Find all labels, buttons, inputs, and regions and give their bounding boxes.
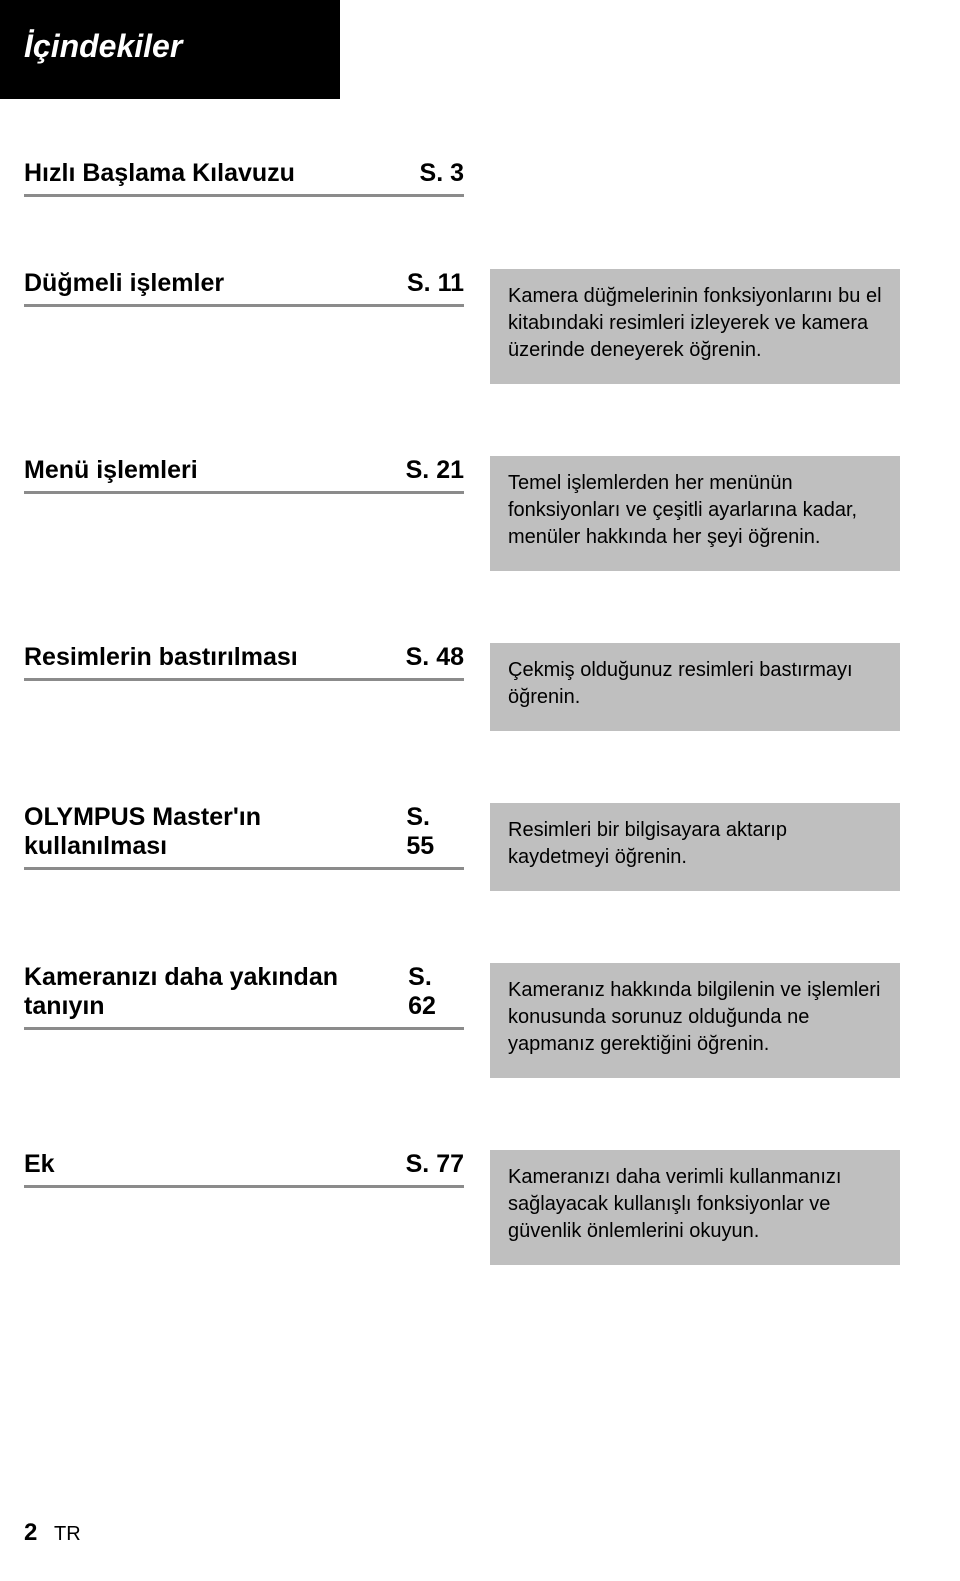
toc-rule bbox=[24, 304, 464, 307]
toc-title: Kameranızı daha yakından tanıyın bbox=[24, 963, 408, 1021]
toc-rule bbox=[24, 491, 464, 494]
toc-row: Menü işlemleri S. 21 Temel işlemlerden h… bbox=[24, 456, 900, 571]
page-number: 2 bbox=[24, 1519, 37, 1546]
page-lang: TR bbox=[54, 1523, 81, 1545]
footer: 2 TR bbox=[24, 1519, 81, 1547]
toc-page: S. 62 bbox=[408, 963, 464, 1021]
toc-left: Kameranızı daha yakından tanıyın S. 62 bbox=[24, 963, 464, 1030]
toc-entry: Düğmeli işlemler S. 11 bbox=[24, 269, 464, 304]
toc-desc: Çekmiş olduğunuz resimleri bastırmayı öğ… bbox=[490, 643, 900, 731]
toc-right: Çekmiş olduğunuz resimleri bastırmayı öğ… bbox=[490, 643, 900, 731]
toc-rule bbox=[24, 194, 464, 197]
toc-left: Ek S. 77 bbox=[24, 1150, 464, 1188]
toc-desc: Temel işlemlerden her menünün fonksiyonl… bbox=[490, 456, 900, 571]
toc-content: Hızlı Başlama Kılavuzu S. 3 Düğmeli işle… bbox=[0, 159, 960, 1265]
toc-row: Hızlı Başlama Kılavuzu S. 3 bbox=[24, 159, 900, 197]
toc-page: S. 55 bbox=[406, 803, 464, 861]
toc-title: Düğmeli işlemler bbox=[24, 269, 224, 298]
toc-entry: Kameranızı daha yakından tanıyın S. 62 bbox=[24, 963, 464, 1027]
toc-page: S. 3 bbox=[420, 159, 464, 188]
toc-entry: OLYMPUS Master'ın kullanılması S. 55 bbox=[24, 803, 464, 867]
toc-right: Resimleri bir bilgisayara aktarıp kaydet… bbox=[490, 803, 900, 891]
header-block: İçindekiler bbox=[0, 0, 340, 99]
toc-desc: Kameranız hakkında bilgilenin ve işlemle… bbox=[490, 963, 900, 1078]
toc-title: Ek bbox=[24, 1150, 55, 1179]
toc-rule bbox=[24, 1027, 464, 1030]
toc-left: Menü işlemleri S. 21 bbox=[24, 456, 464, 494]
toc-right: Kameranız hakkında bilgilenin ve işlemle… bbox=[490, 963, 900, 1078]
toc-right: Temel işlemlerden her menünün fonksiyonl… bbox=[490, 456, 900, 571]
toc-entry: Hızlı Başlama Kılavuzu S. 3 bbox=[24, 159, 464, 194]
toc-rule bbox=[24, 1185, 464, 1188]
toc-right: Kamera düğmelerinin fonksiyonlarını bu e… bbox=[490, 269, 900, 384]
toc-row: Düğmeli işlemler S. 11 Kamera düğmelerin… bbox=[24, 269, 900, 384]
toc-entry: Menü işlemleri S. 21 bbox=[24, 456, 464, 491]
toc-page: S. 11 bbox=[407, 269, 464, 298]
toc-row: Resimlerin bastırılması S. 48 Çekmiş old… bbox=[24, 643, 900, 731]
toc-row: Ek S. 77 Kameranızı daha verimli kullanm… bbox=[24, 1150, 900, 1265]
toc-left: Hızlı Başlama Kılavuzu S. 3 bbox=[24, 159, 464, 197]
toc-page: S. 48 bbox=[406, 643, 464, 672]
toc-title: OLYMPUS Master'ın kullanılması bbox=[24, 803, 406, 861]
toc-title: Hızlı Başlama Kılavuzu bbox=[24, 159, 295, 188]
page: İçindekiler Hızlı Başlama Kılavuzu S. 3 … bbox=[0, 0, 960, 1581]
toc-left: Düğmeli işlemler S. 11 bbox=[24, 269, 464, 307]
toc-row: OLYMPUS Master'ın kullanılması S. 55 Res… bbox=[24, 803, 900, 891]
page-title: İçindekiler bbox=[24, 28, 316, 65]
toc-title: Resimlerin bastırılması bbox=[24, 643, 298, 672]
toc-title: Menü işlemleri bbox=[24, 456, 198, 485]
toc-page: S. 21 bbox=[406, 456, 464, 485]
toc-right: Kameranızı daha verimli kullanmanızı sağ… bbox=[490, 1150, 900, 1265]
toc-left: OLYMPUS Master'ın kullanılması S. 55 bbox=[24, 803, 464, 870]
toc-rule bbox=[24, 867, 464, 870]
toc-page: S. 77 bbox=[406, 1150, 464, 1179]
toc-entry: Ek S. 77 bbox=[24, 1150, 464, 1185]
toc-row: Kameranızı daha yakından tanıyın S. 62 K… bbox=[24, 963, 900, 1078]
toc-left: Resimlerin bastırılması S. 48 bbox=[24, 643, 464, 681]
toc-desc: Kameranızı daha verimli kullanmanızı sağ… bbox=[490, 1150, 900, 1265]
toc-desc: Resimleri bir bilgisayara aktarıp kaydet… bbox=[490, 803, 900, 891]
toc-desc: Kamera düğmelerinin fonksiyonlarını bu e… bbox=[490, 269, 900, 384]
toc-entry: Resimlerin bastırılması S. 48 bbox=[24, 643, 464, 678]
toc-rule bbox=[24, 678, 464, 681]
